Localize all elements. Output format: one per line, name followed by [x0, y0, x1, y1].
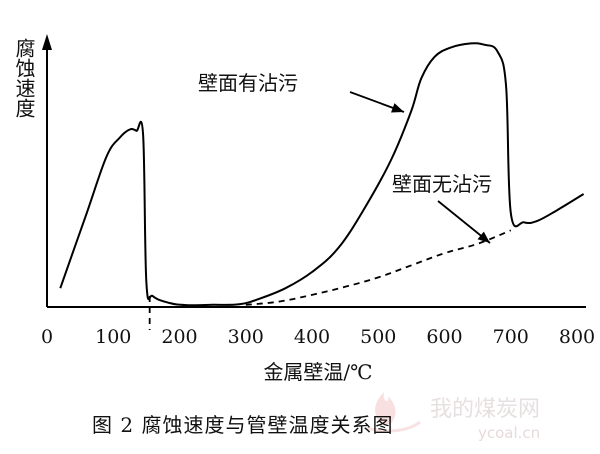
series-line-0 — [59, 42, 585, 307]
x-tick-label-700: 700 — [493, 326, 529, 348]
annotation-label-1: 壁面无沾污 — [392, 172, 492, 196]
x-tick-label-300: 300 — [228, 326, 264, 348]
watermark: 我的煤炭网 ycoal.cn — [364, 392, 540, 442]
watermark-url: ycoal.cn — [478, 424, 540, 442]
annotation-arrowhead-icon-0 — [391, 103, 404, 113]
annotation-arrowhead-icon-1 — [477, 231, 490, 243]
x-tick-label-0: 0 — [41, 326, 53, 348]
series-layer — [59, 42, 585, 307]
x-tick-label-600: 600 — [426, 326, 462, 348]
x-tick-labels: 0 100 200 300 400 500 600 700 800 — [41, 326, 595, 348]
y-axis-title: 腐蚀速度 — [12, 38, 36, 118]
x-tick-label-800: 800 — [559, 326, 595, 348]
x-tick-label-500: 500 — [360, 326, 396, 348]
flame-logo-icon — [364, 392, 421, 433]
series-line-1 — [245, 229, 512, 306]
x-tick-label-100: 100 — [95, 326, 131, 348]
axes — [42, 34, 586, 308]
x-axis-title: 金属壁温/℃ — [263, 360, 372, 384]
figure-caption: 图 2 腐蚀速度与管壁温度关系图 — [92, 413, 393, 437]
x-tick-label-200: 200 — [161, 326, 197, 348]
x-tick-label-400: 400 — [294, 326, 330, 348]
watermark-brand: 我的煤炭网 — [430, 397, 540, 422]
annotation-label-0: 壁面有沾污 — [198, 71, 298, 95]
y-axis-arrow-icon — [42, 34, 52, 50]
